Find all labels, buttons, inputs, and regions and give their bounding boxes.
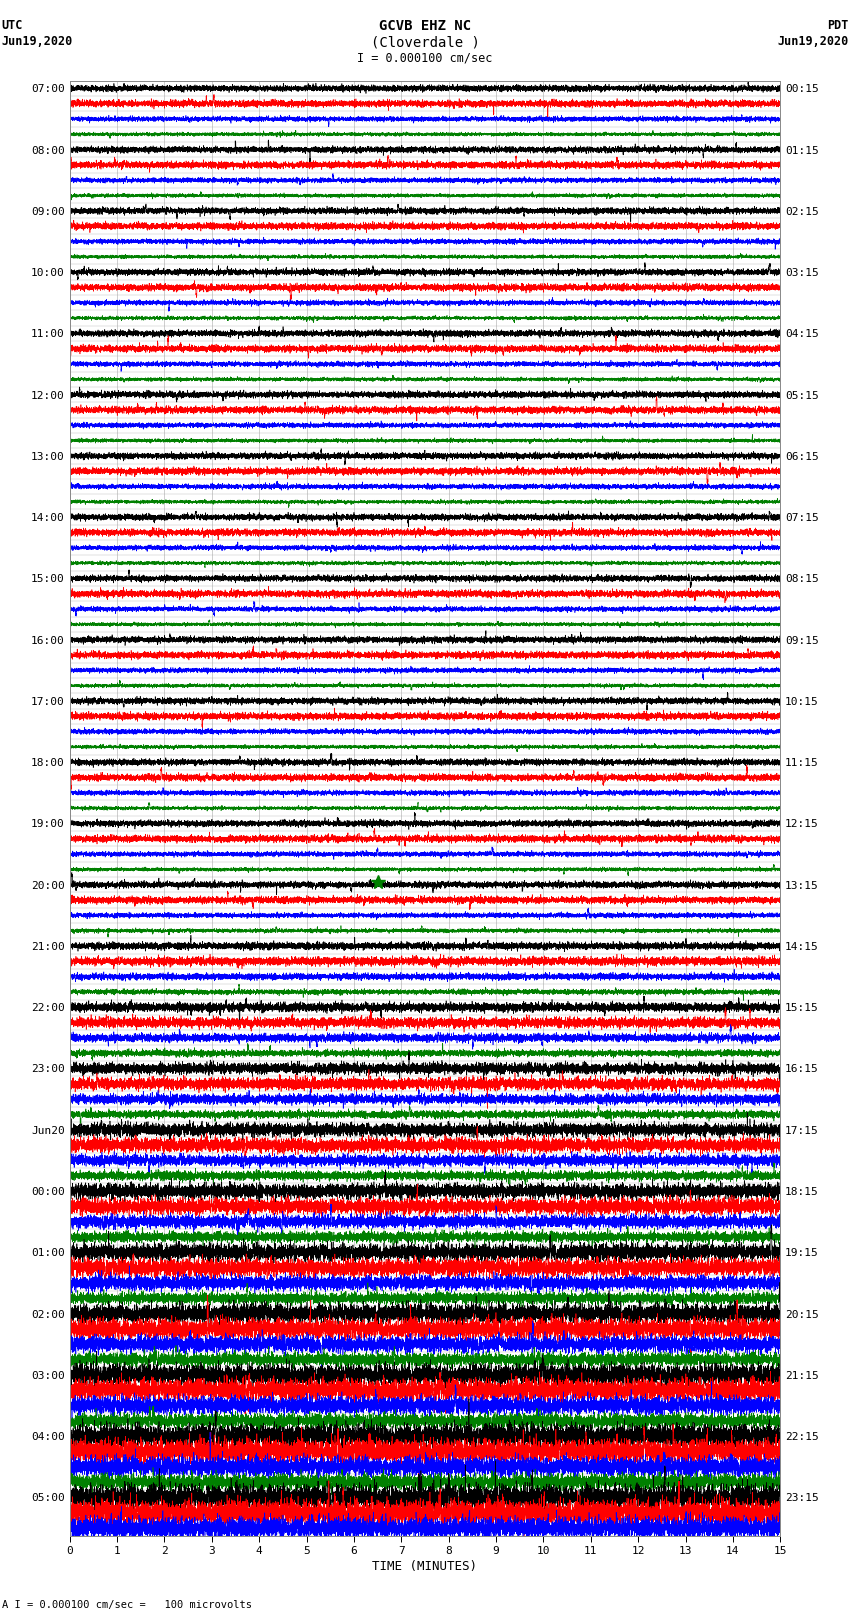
- Text: I = 0.000100 cm/sec: I = 0.000100 cm/sec: [357, 52, 493, 65]
- Text: (Cloverdale ): (Cloverdale ): [371, 35, 479, 50]
- Text: PDT: PDT: [827, 19, 848, 32]
- Text: Jun19,2020: Jun19,2020: [2, 35, 73, 48]
- Text: A I = 0.000100 cm/sec =   100 microvolts: A I = 0.000100 cm/sec = 100 microvolts: [2, 1600, 252, 1610]
- X-axis label: TIME (MINUTES): TIME (MINUTES): [372, 1560, 478, 1573]
- Text: UTC: UTC: [2, 19, 23, 32]
- Text: GCVB EHZ NC: GCVB EHZ NC: [379, 19, 471, 34]
- Text: Jun19,2020: Jun19,2020: [777, 35, 848, 48]
